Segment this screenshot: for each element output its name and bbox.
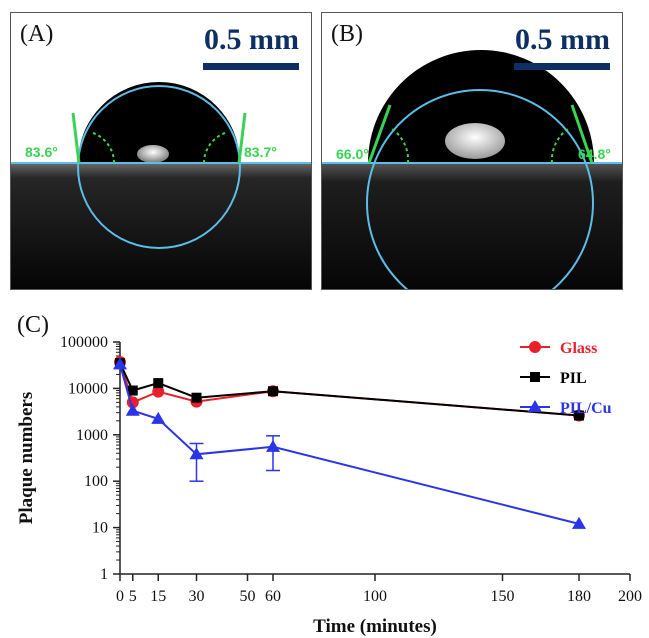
panel-a-label: (A) xyxy=(20,21,54,47)
panel-c-label: (C) xyxy=(17,312,49,338)
contact-angle-image-b: (B) 0.5 mm 66.0° 64.8° xyxy=(321,12,623,290)
contact-angle-left-b: 66.0° xyxy=(336,146,369,162)
data-point-pil xyxy=(574,410,584,421)
data-point-glass xyxy=(152,385,165,398)
contact-angle-right-b: 64.8° xyxy=(578,146,611,162)
chart-axes: 1 10 100 1000 10000 100000 0 5 15 30 50 60 100 150 180… xyxy=(16,334,642,637)
data-point-pil-cu xyxy=(151,411,166,424)
legend-label-glass: Glass xyxy=(560,340,597,357)
y-tick-label: 10000 xyxy=(68,380,108,397)
series-line-pil xyxy=(119,362,580,417)
data-point-pil xyxy=(153,378,164,389)
x-tick-label: 100 xyxy=(363,588,387,605)
y-tick-label: 100 xyxy=(84,473,108,490)
data-point-pil-cu xyxy=(572,516,586,529)
scale-label-b: 0.5 mm xyxy=(515,23,610,56)
legend-marker-pil xyxy=(530,372,540,382)
scale-label-a: 0.5 mm xyxy=(204,23,299,56)
y-axis-title: Plaque numbers xyxy=(16,392,37,525)
x-tick-label: 50 xyxy=(240,588,256,605)
legend-label-pil: PIL xyxy=(560,370,587,387)
y-tick-label: 10 xyxy=(92,520,108,537)
scale-bar-a xyxy=(203,63,299,70)
chart-legend: Glass PIL PIL/Cu xyxy=(520,340,612,417)
legend-label-pil-cu: PIL/Cu xyxy=(560,400,612,417)
x-tick-label: 200 xyxy=(618,588,642,605)
data-point-pil xyxy=(127,385,138,396)
data-point-pil-cu xyxy=(125,403,140,416)
data-point-pil-cu xyxy=(189,447,204,460)
x-tick-label: 15 xyxy=(150,588,166,605)
contact-angle-right-a: 83.7° xyxy=(244,144,277,160)
series-line-pil-cu xyxy=(119,364,580,525)
y-tick-label: 100000 xyxy=(60,334,108,351)
data-point-pil xyxy=(191,392,202,403)
x-tick-label: 60 xyxy=(265,588,281,605)
scale-bar-b xyxy=(514,63,610,70)
x-tick-label: 30 xyxy=(189,588,205,605)
plaque-chart: 1 10 100 1000 10000 100000 0 5 15 30 50 60 100 150 180… xyxy=(16,334,642,637)
x-tick-label: 5 xyxy=(129,588,137,605)
droplet-illustration-a xyxy=(11,13,311,289)
chart-series xyxy=(113,356,586,529)
x-axis-title: Time (minutes) xyxy=(313,616,437,637)
y-tick-label: 1000 xyxy=(76,427,108,444)
contact-angle-image-a: (A) 0.5 mm 83.6° 83.7° xyxy=(10,12,312,290)
x-tick-label: 0 xyxy=(116,588,124,605)
contact-angle-left-a: 83.6° xyxy=(25,144,58,160)
panel-b-label: (B) xyxy=(331,21,363,47)
series-line-glass xyxy=(119,361,580,417)
legend-marker-pil-cu xyxy=(528,400,542,412)
x-tick-label: 150 xyxy=(491,588,515,605)
y-tick-label: 1 xyxy=(100,566,108,583)
data-point-pil-cu xyxy=(113,357,127,370)
data-point-pil xyxy=(268,386,278,397)
legend-marker-glass xyxy=(529,341,541,353)
data-point-pil-cu xyxy=(266,439,280,452)
droplet-illustration-b xyxy=(322,13,622,289)
x-tick-label: 180 xyxy=(567,588,591,605)
